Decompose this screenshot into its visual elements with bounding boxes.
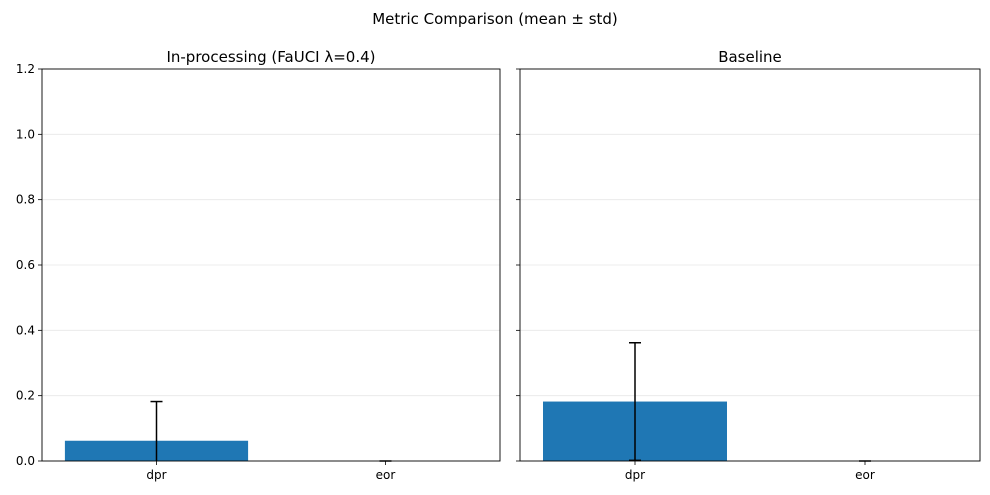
y-tick-label: 0.2 [16, 389, 35, 403]
left-panel: In-processing (FaUCI λ=0.4) 0.0 0.2 0.4 0.6 0… [16, 48, 501, 482]
y-tick-label: 1.0 [16, 127, 35, 141]
x-tick-label-eor: eor [376, 468, 396, 482]
right-panel: Baseline dpr eor [516, 48, 981, 482]
y-tick-label: 0.8 [16, 193, 35, 207]
error-bar-dpr [629, 341, 641, 462]
x-tick-label-dpr: dpr [146, 468, 166, 482]
axes-frame [41, 68, 501, 462]
panel-title: Baseline [718, 48, 782, 66]
x-tick-label-dpr: dpr [625, 468, 645, 482]
y-tick-label: 0.6 [16, 258, 35, 272]
axes-frame [519, 68, 981, 462]
y-tick-label: 0.4 [16, 323, 35, 337]
panel-title: In-processing (FaUCI λ=0.4) [166, 48, 375, 66]
x-tick-label-eor: eor [855, 468, 875, 482]
error-bar-dpr [150, 400, 163, 461]
y-tick-label: 1.2 [16, 62, 35, 76]
figure-suptitle: Metric Comparison (mean ± std) [372, 10, 618, 28]
y-tick-label: 0.0 [16, 454, 35, 468]
